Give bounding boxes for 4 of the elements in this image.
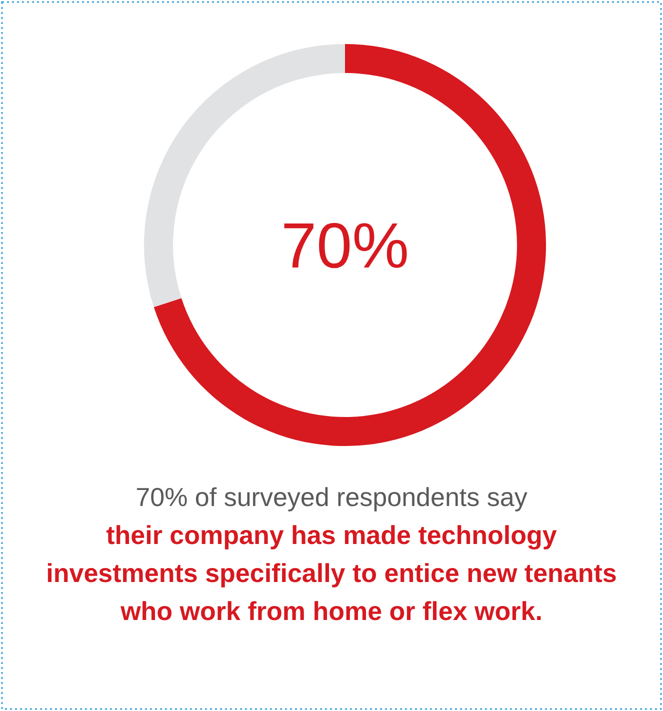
text: their company has made technology investments specifically to entice new tenants who work from home or flex work. (45, 519, 618, 628)
data-label: 70% (280, 209, 410, 282)
text: 70% of surveyed respondents say (134, 481, 528, 514)
donut-slice (154, 44, 546, 446)
